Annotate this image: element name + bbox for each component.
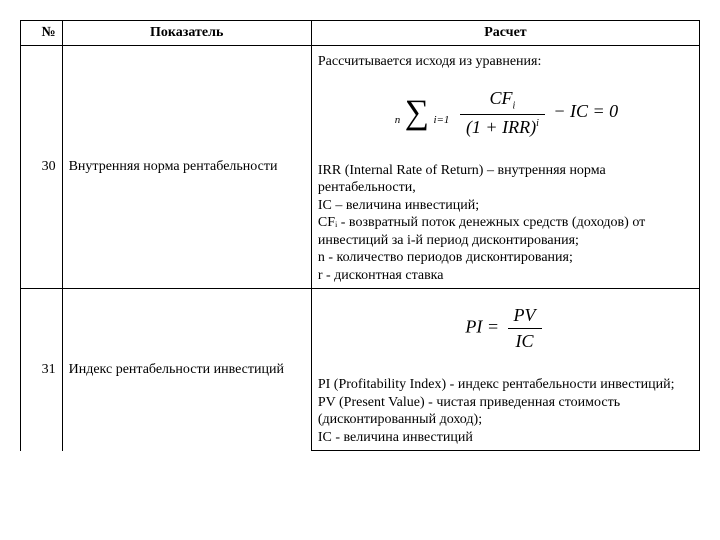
desc-line: IC – величина инвестиций; [318,197,693,215]
frac-numerator: CFi [460,88,545,115]
fraction: CFi (1 + IRR)i [460,88,545,138]
desc-line: PI (Profitability Index) - индекс рентаб… [318,376,693,394]
frac-denominator: (1 + IRR)i [460,115,545,138]
row-calc-desc: PI (Profitability Index) - индекс рентаб… [311,372,699,451]
frac-numerator: PV [508,305,542,329]
formula-pi: PI = PV IC [318,293,693,368]
sigma-symbol: ∑ [405,94,429,131]
desc-line: CFᵢ - возвратный поток денежных средств … [318,214,693,249]
frac-denominator: IC [508,329,542,352]
indicators-table: № Показатель Расчет 30 Внутренняя норма … [20,20,700,451]
sigma-lower: i=1 [433,114,449,126]
desc-line: n - количество периодов дисконтирования; [318,249,693,267]
desc-line: PV (Present Value) - чистая приведенная … [318,394,693,429]
fraction: PV IC [508,305,542,352]
desc-line: IRR (Internal Rate of Return) – внутренн… [318,162,693,197]
table-row: 30 Внутренняя норма рентабельности Рассч… [21,46,700,158]
row-num: 31 [21,289,63,451]
row-calc-formula: PI = PV IC [311,289,699,373]
row-calc-desc: IRR (Internal Rate of Return) – внутренн… [311,158,699,289]
row-num: 30 [21,46,63,289]
header-num: № [21,21,63,46]
sigma-upper: n [395,114,401,126]
header-indicator: Показатель [62,21,311,46]
table-row: 31 Индекс рентабельности инвестиций PI =… [21,289,700,373]
formula-tail: − IC = 0 [553,101,618,121]
intro-text: Рассчитывается исходя из уравнения: [318,50,693,76]
sigma-icon: n ∑ i=1 [395,98,450,128]
row-calc-formula: Рассчитывается исходя из уравнения: n ∑ … [311,46,699,158]
header-calc: Расчет [311,21,699,46]
formula-lhs: PI = [465,317,499,337]
row-indicator: Индекс рентабельности инвестиций [62,289,311,451]
formula-irr: n ∑ i=1 CFi (1 + IRR)i − IC = 0 [318,76,693,154]
header-row: № Показатель Расчет [21,21,700,46]
desc-line: IC - величина инвестиций [318,429,693,447]
row-indicator: Внутренняя норма рентабельности [62,46,311,289]
desc-line: r - дисконтная ставка [318,267,693,285]
